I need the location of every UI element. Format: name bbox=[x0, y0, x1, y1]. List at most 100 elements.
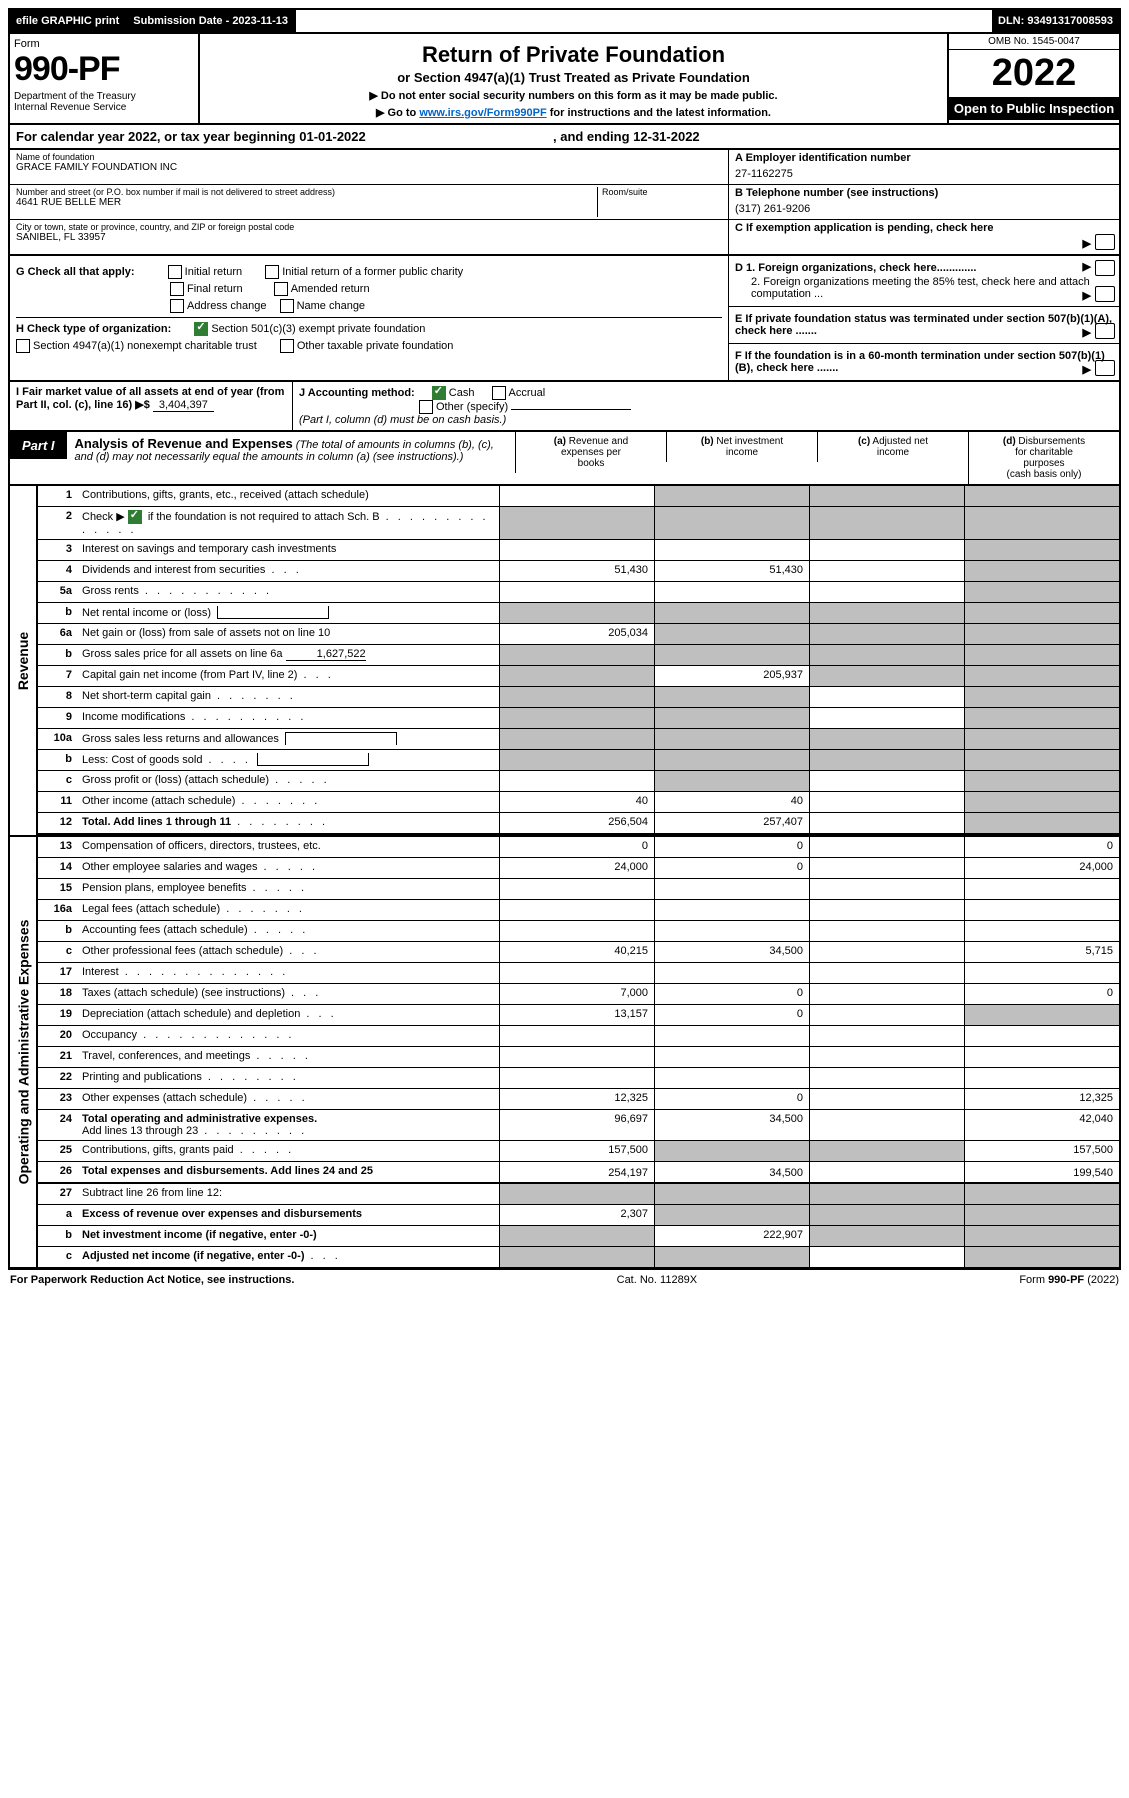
r12-a: 256,504 bbox=[499, 813, 654, 833]
r2-post: if the foundation is not required to att… bbox=[145, 511, 380, 523]
r9-b bbox=[654, 708, 809, 728]
r15-c bbox=[809, 879, 964, 899]
name-address-block: Name of foundation GRACE FAMILY FOUNDATI… bbox=[8, 150, 1121, 256]
r17-b bbox=[654, 963, 809, 983]
hij-block: I Fair market value of all assets at end… bbox=[8, 382, 1121, 432]
r14-dd: 24,000 bbox=[964, 858, 1119, 878]
line-10c-desc: Gross profit or (loss) (attach schedule)… bbox=[78, 771, 499, 791]
line-27b-num: b bbox=[38, 1226, 78, 1246]
r27b-c bbox=[809, 1226, 964, 1246]
chk-schb[interactable] bbox=[128, 510, 142, 524]
chk-final-return[interactable] bbox=[170, 282, 184, 296]
r25-c bbox=[809, 1141, 964, 1161]
r2-c bbox=[809, 507, 964, 539]
r5a-d bbox=[964, 582, 1119, 602]
r8-d: Net short-term capital gain bbox=[82, 690, 211, 702]
r4-c bbox=[809, 561, 964, 581]
r5b-a bbox=[499, 603, 654, 623]
line-15-desc: Pension plans, employee benefits . . . .… bbox=[78, 879, 499, 899]
chk-initial-former[interactable] bbox=[265, 265, 279, 279]
r14-d: Other employee salaries and wages bbox=[82, 861, 257, 873]
r14-b: 0 bbox=[654, 858, 809, 878]
r9-c bbox=[809, 708, 964, 728]
r10a-box bbox=[285, 732, 397, 745]
name-label: Name of foundation bbox=[16, 152, 722, 162]
r21-a bbox=[499, 1047, 654, 1067]
r10b-c bbox=[809, 750, 964, 770]
r6a-b bbox=[654, 624, 809, 644]
r27a-b bbox=[654, 1205, 809, 1225]
r18-b: 0 bbox=[654, 984, 809, 1004]
r24-d: Total operating and administrative expen… bbox=[82, 1113, 317, 1125]
d2-checkbox[interactable] bbox=[1095, 286, 1115, 302]
line-25-num: 25 bbox=[38, 1141, 78, 1161]
line-14-num: 14 bbox=[38, 858, 78, 878]
r27a-c bbox=[809, 1205, 964, 1225]
r16a-a bbox=[499, 900, 654, 920]
r16a-d: Legal fees (attach schedule) bbox=[82, 903, 220, 915]
r3-d bbox=[964, 540, 1119, 560]
r10c-dd bbox=[964, 771, 1119, 791]
r5b-box bbox=[217, 606, 329, 619]
chk-other-method[interactable] bbox=[419, 400, 433, 414]
r27c-a bbox=[499, 1247, 654, 1267]
form-word: Form bbox=[14, 38, 194, 50]
r22-dd bbox=[964, 1068, 1119, 1088]
r25-d: Contributions, gifts, grants paid bbox=[82, 1144, 234, 1156]
form990pf-link[interactable]: www.irs.gov/Form990PF bbox=[419, 107, 546, 119]
r18-a: 7,000 bbox=[499, 984, 654, 1004]
chk-cash[interactable] bbox=[432, 386, 446, 400]
g-item-5: Name change bbox=[297, 300, 366, 312]
i-block: I Fair market value of all assets at end… bbox=[10, 382, 293, 430]
r15-dd bbox=[964, 879, 1119, 899]
r5a-b bbox=[654, 582, 809, 602]
line-5b-num: b bbox=[38, 603, 78, 623]
line-2-num: 2 bbox=[38, 507, 78, 539]
form-title: Return of Private Foundation bbox=[208, 42, 939, 68]
calyear-begin: 01-01-2022 bbox=[299, 129, 366, 144]
chk-accrual[interactable] bbox=[492, 386, 506, 400]
footer-left: For Paperwork Reduction Act Notice, see … bbox=[10, 1274, 294, 1286]
r25-b bbox=[654, 1141, 809, 1161]
e-checkbox[interactable] bbox=[1095, 323, 1115, 339]
street-row: Number and street (or P.O. box number if… bbox=[10, 185, 728, 220]
r6b-d: Gross sales price for all assets on line… bbox=[82, 648, 283, 660]
r4-a: 51,430 bbox=[499, 561, 654, 581]
r18-d: Taxes (attach schedule) (see instruction… bbox=[82, 987, 285, 999]
r7-d: Capital gain net income (from Part IV, l… bbox=[82, 669, 297, 681]
name-left: Name of foundation GRACE FAMILY FOUNDATI… bbox=[10, 150, 728, 254]
line-19-desc: Depreciation (attach schedule) and deple… bbox=[78, 1005, 499, 1025]
r10b-d: Less: Cost of goods sold bbox=[82, 754, 202, 766]
line-16c-num: c bbox=[38, 942, 78, 962]
chk-name-change[interactable] bbox=[280, 299, 294, 313]
dln: DLN: 93491317008593 bbox=[992, 10, 1119, 32]
chk-amended[interactable] bbox=[274, 282, 288, 296]
r7-d bbox=[964, 666, 1119, 686]
chk-address-change[interactable] bbox=[170, 299, 184, 313]
f-checkbox[interactable] bbox=[1095, 360, 1115, 376]
chk-501c3[interactable] bbox=[194, 322, 208, 336]
r2-b bbox=[654, 507, 809, 539]
line-9-desc: Income modifications . . . . . . . . . . bbox=[78, 708, 499, 728]
chk-initial-return[interactable] bbox=[168, 265, 182, 279]
r16c-dd: 5,715 bbox=[964, 942, 1119, 962]
g-item-4: Address change bbox=[187, 300, 267, 312]
d1-checkbox[interactable] bbox=[1095, 260, 1115, 276]
line-10b-desc: Less: Cost of goods sold . . . . bbox=[78, 750, 499, 770]
line-27c-desc: Adjusted net income (if negative, enter … bbox=[78, 1247, 499, 1267]
line-8-num: 8 bbox=[38, 687, 78, 707]
chk-4947a1[interactable] bbox=[16, 339, 30, 353]
col-a-header: (a) (a) Revenue and expenses per booksRe… bbox=[515, 432, 666, 473]
r9-d: Income modifications bbox=[82, 711, 185, 723]
r4-b: 51,430 bbox=[654, 561, 809, 581]
line-27-num: 27 bbox=[38, 1184, 78, 1204]
r17-d: Interest bbox=[82, 966, 119, 978]
r2-pre: Check ▶ bbox=[82, 511, 128, 523]
r1-b bbox=[654, 486, 809, 506]
r20-b bbox=[654, 1026, 809, 1046]
r2-a bbox=[499, 507, 654, 539]
chk-other-taxable[interactable] bbox=[280, 339, 294, 353]
exemption-checkbox[interactable] bbox=[1095, 234, 1115, 250]
r16c-d: Other professional fees (attach schedule… bbox=[82, 945, 283, 957]
line-10a-desc: Gross sales less returns and allowances bbox=[78, 729, 499, 749]
